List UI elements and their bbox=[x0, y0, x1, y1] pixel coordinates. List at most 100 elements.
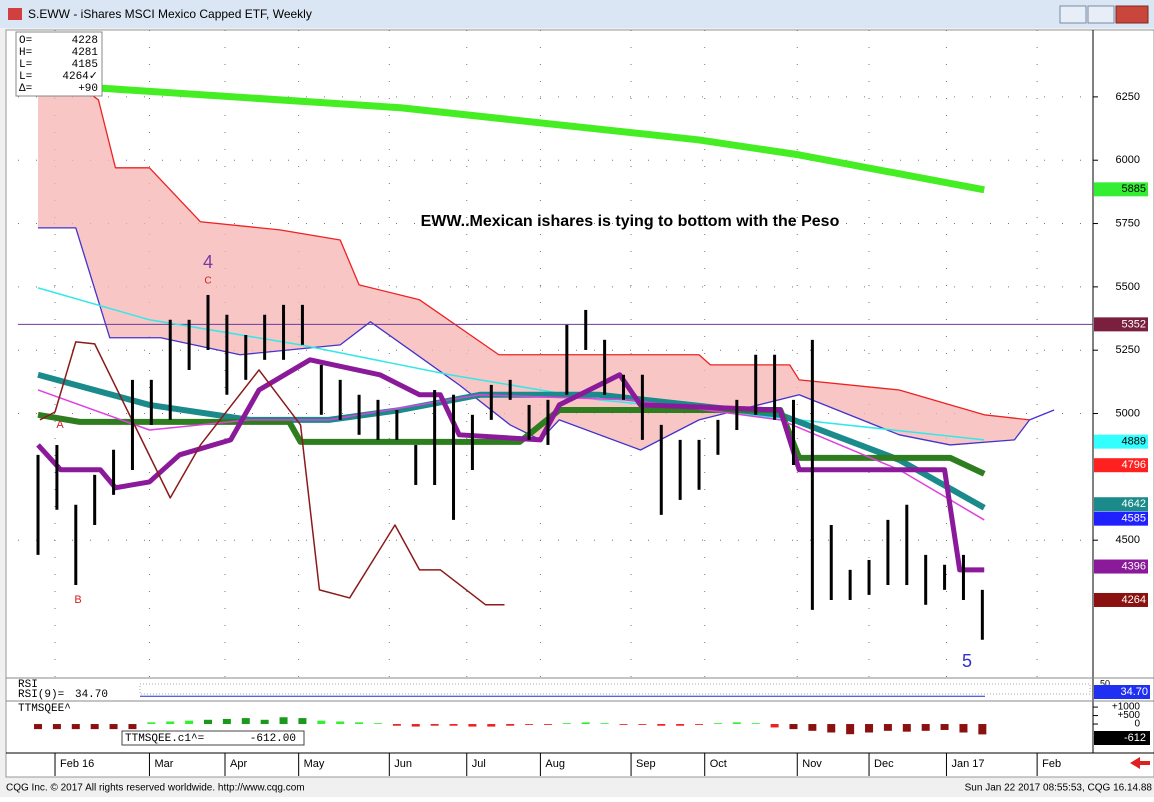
ttm-bar bbox=[581, 722, 590, 725]
ttm-bar bbox=[392, 724, 401, 726]
maximize-button[interactable] bbox=[1087, 5, 1115, 24]
price-label-box bbox=[1094, 434, 1148, 449]
rsi-value: 34.70 bbox=[1120, 686, 1148, 698]
x-tick-label: Aug bbox=[545, 758, 565, 770]
price-label-box bbox=[1094, 182, 1148, 197]
price-label: 4396 bbox=[1122, 560, 1146, 572]
ttm-bar bbox=[846, 724, 855, 735]
info-value: 4185 bbox=[72, 59, 98, 71]
ttm-bar bbox=[619, 724, 628, 725]
ttm-bar bbox=[166, 721, 175, 725]
info-value: 4264✓ bbox=[62, 71, 98, 83]
cloud-top-line bbox=[37, 54, 1030, 421]
ttm-bar bbox=[695, 724, 704, 725]
ttm-bar bbox=[298, 718, 307, 725]
price-label: 4585 bbox=[1122, 513, 1146, 525]
minimize-button[interactable] bbox=[1059, 5, 1087, 24]
ttm-bar bbox=[52, 724, 61, 730]
wave-label: C bbox=[204, 276, 211, 287]
rsi-title: RSI bbox=[18, 679, 38, 691]
ttm-bar bbox=[676, 724, 685, 726]
x-tick-label: Jul bbox=[472, 758, 486, 770]
x-tick-label: Nov bbox=[802, 758, 822, 770]
app-icon bbox=[8, 8, 22, 20]
info-label: L= bbox=[19, 59, 32, 71]
x-tick-label: Dec bbox=[874, 758, 894, 770]
ttm-bar bbox=[430, 724, 439, 726]
ttm-bar bbox=[902, 724, 911, 732]
ttm-value: -612 bbox=[1124, 732, 1146, 744]
x-tick-label: Apr bbox=[230, 758, 247, 770]
y-tick-label: 6000 bbox=[1116, 154, 1140, 166]
price-label: 4889 bbox=[1122, 436, 1146, 448]
ttm-bar bbox=[525, 724, 534, 725]
y-tick-label: 5250 bbox=[1116, 344, 1140, 356]
price-label-box bbox=[1094, 559, 1148, 574]
indicator-line bbox=[98, 84, 985, 194]
ttm-bar bbox=[883, 724, 892, 731]
rsi-readout-label: RSI(9)= bbox=[18, 689, 64, 701]
ttm-title: TTMSQEE^ bbox=[18, 703, 71, 715]
ttm-bar bbox=[355, 722, 364, 725]
price-label-box bbox=[1094, 511, 1148, 526]
close-button[interactable] bbox=[1115, 5, 1149, 24]
price-label: 5352 bbox=[1122, 318, 1146, 330]
wave-label: A bbox=[56, 419, 64, 431]
ttm-bar bbox=[185, 720, 194, 725]
info-box bbox=[15, 31, 103, 97]
price-label: 5885 bbox=[1122, 183, 1146, 195]
ttm-bar bbox=[90, 724, 99, 730]
x-tick-label: Feb 16 bbox=[60, 758, 94, 770]
ttm-bar bbox=[543, 724, 552, 725]
ttm-bar bbox=[203, 719, 212, 725]
price-label-box bbox=[1094, 592, 1148, 607]
footer-copyright: CQG Inc. © 2017 All rights reserved worl… bbox=[6, 783, 305, 794]
x-tick-label: Sep bbox=[636, 758, 656, 770]
x-tick-label: Oct bbox=[710, 758, 727, 770]
scroll-arrow[interactable] bbox=[1130, 757, 1150, 769]
rsi-tick-label: 50 bbox=[1100, 678, 1110, 688]
ttm-bar bbox=[789, 724, 798, 730]
ttm-bar bbox=[562, 723, 571, 725]
indicator-line bbox=[37, 389, 985, 521]
info-label: L= bbox=[19, 71, 32, 83]
wave-label: B bbox=[74, 594, 81, 606]
price-label: 4264 bbox=[1122, 594, 1146, 606]
ttm-bar bbox=[808, 724, 817, 731]
ttm-bar bbox=[147, 722, 156, 725]
indicator-line bbox=[37, 371, 986, 511]
ttm-bar bbox=[713, 723, 722, 725]
y-tick-label: 5000 bbox=[1116, 407, 1140, 419]
ttm-bar bbox=[770, 724, 779, 728]
cloud-fill bbox=[38, 54, 1055, 451]
ttm-bar bbox=[317, 720, 326, 725]
ttm-bar bbox=[241, 718, 250, 725]
ttm-bar bbox=[260, 719, 269, 725]
ttm-tick-label: +500 bbox=[1117, 710, 1140, 721]
y-tick-label: 5500 bbox=[1116, 281, 1140, 293]
ttm-bar bbox=[638, 724, 647, 725]
status-bar bbox=[0, 778, 1154, 797]
indicator-line bbox=[37, 406, 986, 477]
wave-label: 5 bbox=[962, 651, 972, 671]
rsi-readout: 34.70 bbox=[75, 689, 108, 701]
ttm-bar bbox=[71, 724, 80, 730]
ttm-bar bbox=[34, 724, 43, 730]
ttm-bar bbox=[865, 724, 874, 733]
info-label: Δ= bbox=[19, 83, 32, 95]
price-label-box bbox=[1094, 458, 1148, 473]
title-bar bbox=[0, 0, 1154, 28]
ttm-bar bbox=[506, 724, 515, 726]
ttm-value-box bbox=[1094, 731, 1150, 745]
ttm-bar bbox=[222, 718, 231, 725]
price-label: 4642 bbox=[1122, 498, 1146, 510]
x-tick-label: Jun bbox=[394, 758, 412, 770]
ttm-tick-label: 0 bbox=[1134, 719, 1140, 730]
cloud-bottom-line bbox=[38, 227, 1055, 451]
ttm-bar bbox=[411, 724, 420, 727]
indicator-line bbox=[36, 357, 985, 573]
rsi-value-box bbox=[1094, 685, 1150, 699]
ttm-bar bbox=[978, 724, 987, 735]
ttm-readout-label: TTMSQEE.c1^= bbox=[125, 733, 204, 745]
info-label: H= bbox=[19, 47, 32, 59]
